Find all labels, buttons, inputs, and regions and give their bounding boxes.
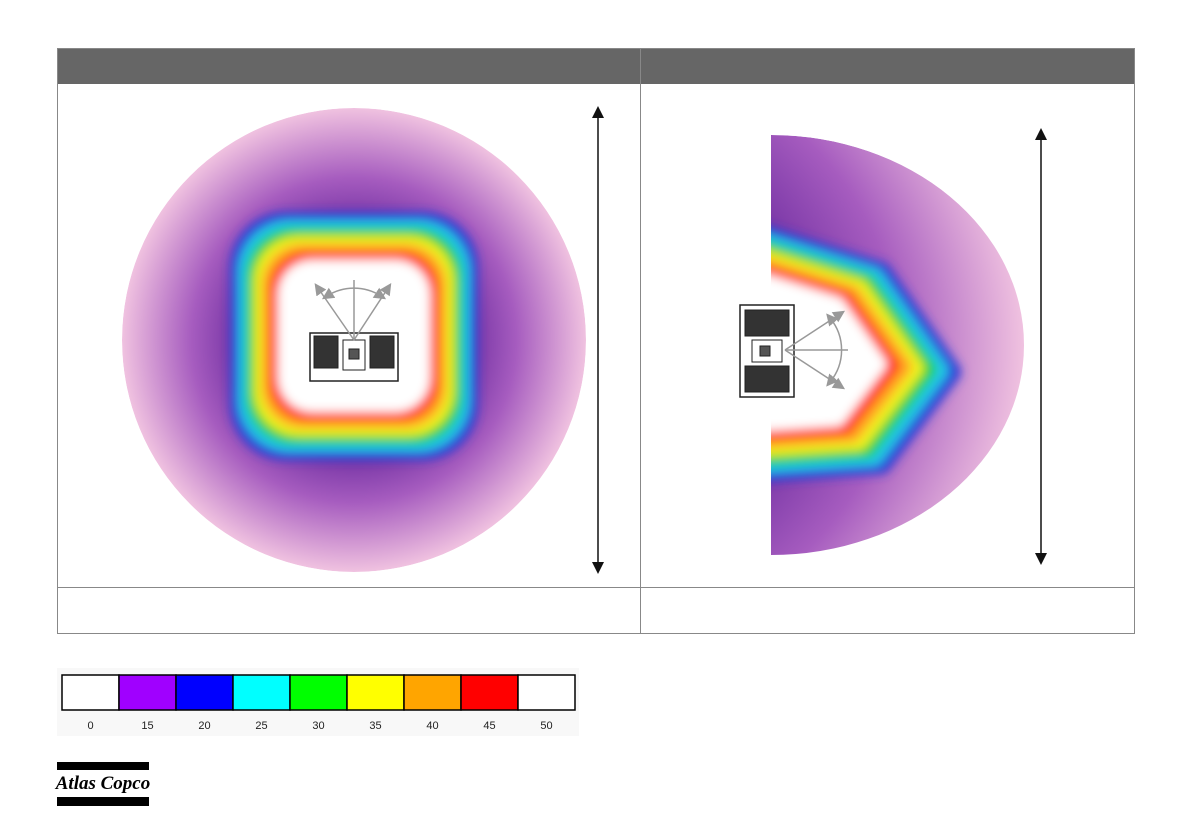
legend-label: 45: [483, 720, 495, 732]
legend-label: 35: [369, 720, 381, 732]
table: [57, 48, 1135, 634]
legend-swatch: [61, 674, 120, 711]
color-legend: 0 15 20 25 30 35 40 45 50: [61, 674, 576, 732]
legend-swatch: [118, 674, 177, 711]
header-row: [57, 48, 1135, 84]
legend-label: 25: [255, 720, 267, 732]
legend-swatch: [232, 674, 291, 711]
logo: Atlas Copco: [55, 762, 150, 806]
legend-label: 20: [198, 720, 210, 732]
legend-label: 50: [540, 720, 552, 732]
angle-indicator: [314, 280, 392, 341]
legend-swatch: [289, 674, 348, 711]
machine-icon: [739, 304, 795, 398]
legend-label: 30: [312, 720, 324, 732]
legend-swatch: [460, 674, 519, 711]
machine-icon: [309, 332, 399, 382]
legend-swatch: [517, 674, 576, 711]
angle-indicator: [784, 310, 848, 390]
table-border: [57, 48, 1135, 634]
legend-swatch: [346, 674, 405, 711]
legend-label: 40: [426, 720, 438, 732]
legend-swatch: [175, 674, 234, 711]
legend-label: 0: [87, 720, 93, 732]
legend-label: 15: [141, 720, 153, 732]
logo-text: Atlas Copco: [55, 773, 150, 794]
legend-swatch: [403, 674, 462, 711]
